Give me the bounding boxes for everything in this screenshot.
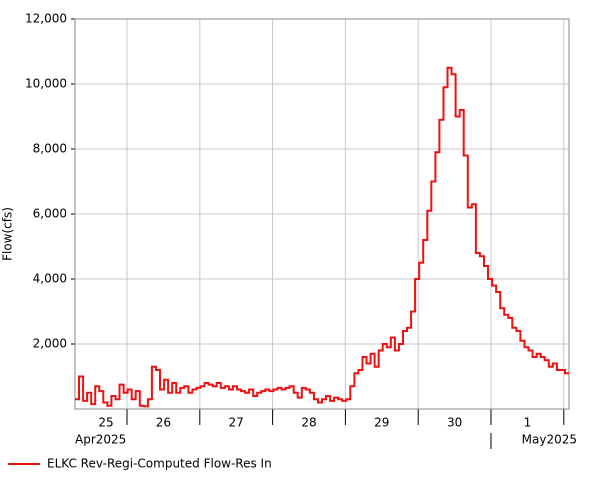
series-line [75, 66, 569, 408]
y-axis-label: Flow(cfs) [1, 207, 15, 261]
x-tick-label: 27 [229, 416, 244, 430]
y-tick-label: 2,000 [33, 337, 67, 351]
x-tick-label: 1 [524, 416, 532, 430]
y-tick-label: 4,000 [33, 272, 67, 286]
y-tick-label: 12,000 [25, 12, 67, 26]
legend-label: ELKC Rev-Regi-Computed Flow-Res In [47, 457, 272, 471]
x-tick-label: 25 [98, 416, 113, 430]
x-tick-label: 26 [156, 416, 171, 430]
month-label: Apr2025 [75, 433, 126, 447]
y-tick-label: 6,000 [33, 207, 67, 221]
x-tick-label: 30 [447, 416, 462, 430]
month-label: May2025 [522, 433, 577, 447]
x-tick-label: 29 [374, 416, 389, 430]
x-tick-label: 28 [301, 416, 316, 430]
plot-frame [74, 18, 570, 410]
y-tick-label: 8,000 [33, 142, 67, 156]
y-tick-label: 10,000 [25, 77, 67, 91]
